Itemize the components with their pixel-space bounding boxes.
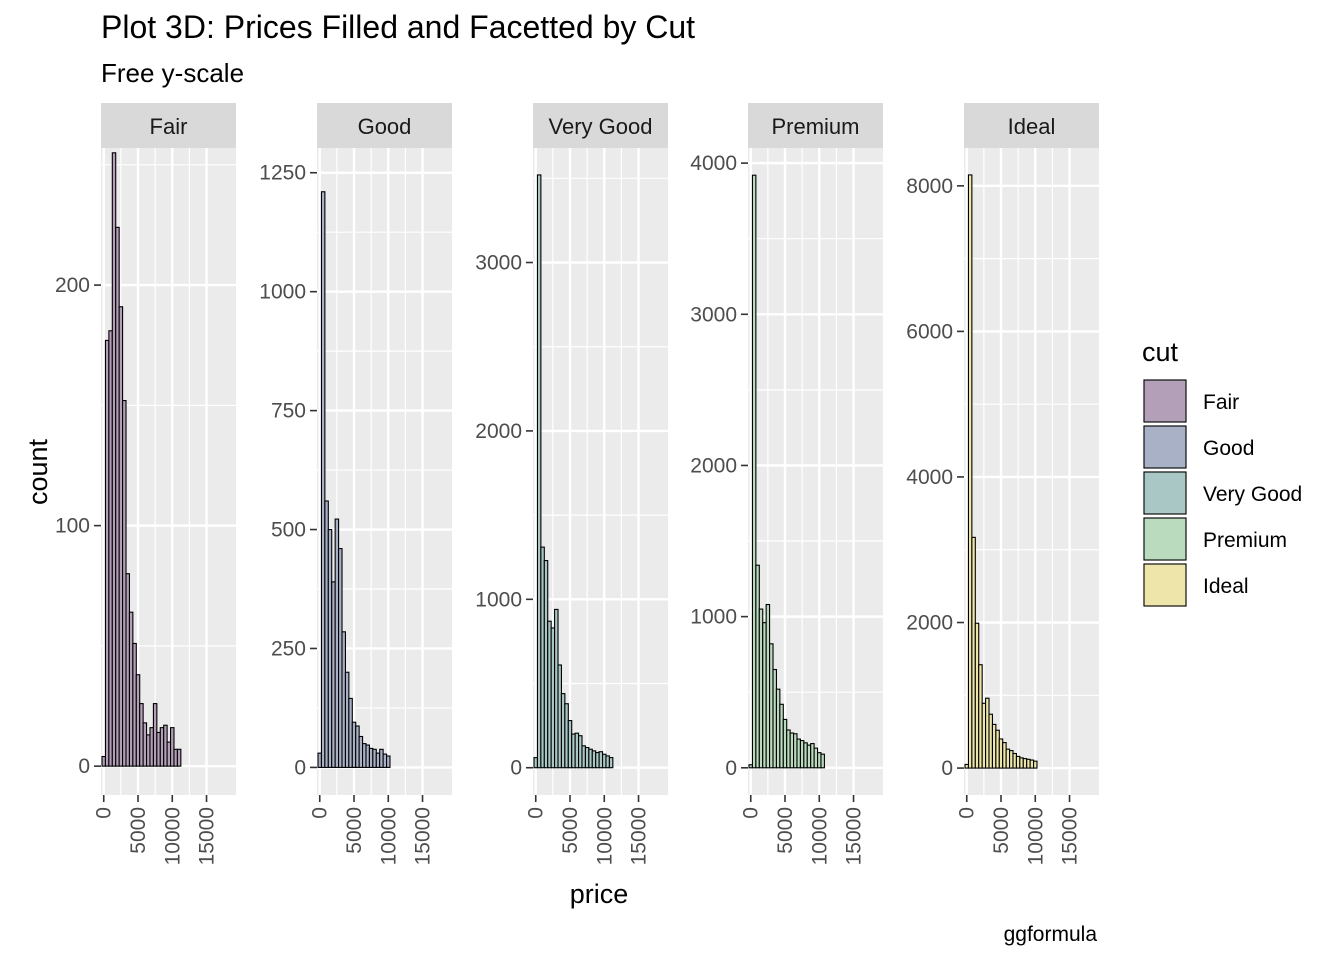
chart-caption: ggformula xyxy=(1004,923,1098,946)
facet-strip-label: Premium xyxy=(771,114,859,139)
x-tick-label: 5000 xyxy=(990,807,1013,854)
facet-strip xyxy=(964,103,1099,148)
y-tick-label: 0 xyxy=(510,757,522,780)
legend-item: Fair xyxy=(1143,379,1239,423)
histogram-bar xyxy=(1033,760,1038,769)
histogram-bar xyxy=(820,753,825,769)
x-tick-label: 0 xyxy=(956,807,979,819)
x-tick-label: 15000 xyxy=(843,807,866,865)
histogram-bar xyxy=(176,748,182,767)
legend-swatch xyxy=(1143,471,1187,515)
histogram-bar xyxy=(967,174,973,769)
y-tick-label: 1000 xyxy=(475,588,522,611)
x-tick-label: 15000 xyxy=(1059,807,1082,865)
legend-label: Good xyxy=(1203,437,1254,460)
histogram-bar xyxy=(386,755,391,768)
y-tick-label: 750 xyxy=(271,400,306,423)
y-tick-label: 500 xyxy=(271,519,306,542)
histogram-bar xyxy=(751,174,757,769)
x-tick-label: 10000 xyxy=(1024,807,1047,865)
y-tick-label: 3000 xyxy=(690,303,737,326)
y-tick-label: 250 xyxy=(271,637,306,660)
x-tick-label: 10000 xyxy=(377,807,400,865)
x-tick-label: 5000 xyxy=(127,807,150,854)
y-tick-label: 0 xyxy=(725,757,737,780)
y-tick-label: 0 xyxy=(78,755,90,778)
y-tick-label: 0 xyxy=(941,757,953,780)
y-tick-label: 1000 xyxy=(690,606,737,629)
histogram-bars xyxy=(964,174,1038,769)
panel-background xyxy=(964,148,1099,795)
chart-title: Plot 3D: Prices Filled and Facetted by C… xyxy=(101,9,695,45)
x-tick-label: 5000 xyxy=(343,807,366,854)
y-tick-label: 200 xyxy=(55,274,90,297)
x-tick-label: 0 xyxy=(525,807,548,819)
legend-label: Very Good xyxy=(1203,483,1302,506)
legend-label: Ideal xyxy=(1203,575,1249,598)
x-tick-label: 15000 xyxy=(196,807,219,865)
legend-item: Very Good xyxy=(1143,471,1302,515)
histogram-bars xyxy=(101,152,182,767)
facet-strip-label: Good xyxy=(358,114,412,139)
facet-premium: Premium 0 1000 2000 3000 4000 0 5000 10000 15000 xyxy=(690,103,883,865)
legend-swatch xyxy=(1143,517,1187,561)
legend-item: Premium xyxy=(1143,517,1287,561)
histogram-bar xyxy=(320,191,326,768)
facet-strip xyxy=(317,103,452,148)
facet-good: Good 0 250 500 750 1000 1250 0 5000 10000 15000 xyxy=(259,103,452,865)
facet-strip-label: Very Good xyxy=(549,114,653,139)
y-tick-label: 3000 xyxy=(475,252,522,275)
x-tick-label: 15000 xyxy=(412,807,435,865)
histogram-bar xyxy=(170,727,175,767)
legend-label: Premium xyxy=(1203,529,1287,552)
x-tick-label: 10000 xyxy=(593,807,616,865)
x-tick-label: 10000 xyxy=(161,807,184,865)
y-axis-title: count xyxy=(23,438,53,505)
x-tick-label: 10000 xyxy=(808,807,831,865)
y-tick-label: 2000 xyxy=(475,420,522,443)
x-tick-label: 5000 xyxy=(774,807,797,854)
histogram-bars xyxy=(533,174,614,769)
legend-title: cut xyxy=(1142,337,1179,367)
y-tick-label: 100 xyxy=(55,515,90,538)
legend-item: Ideal xyxy=(1143,563,1249,607)
x-axis-title: price xyxy=(570,879,629,909)
facet-strip xyxy=(748,103,883,148)
histogram-bar xyxy=(536,174,542,769)
y-tick-label: 2000 xyxy=(690,454,737,477)
facet-strip-label: Fair xyxy=(150,114,188,139)
y-tick-label: 0 xyxy=(294,756,306,779)
legend-item: Good xyxy=(1143,425,1254,469)
legend-swatch xyxy=(1143,425,1187,469)
x-tick-label: 5000 xyxy=(559,807,582,854)
histogram-bars xyxy=(317,191,391,768)
facet-fair: Fair 0 100 200 0 5000 10000 15000 xyxy=(55,103,236,865)
y-tick-label: 8000 xyxy=(906,175,953,198)
x-tick-label: 0 xyxy=(740,807,763,819)
legend: cut Fair Good Very Good Premium Ideal xyxy=(1142,337,1302,607)
legend-label: Fair xyxy=(1203,391,1239,414)
facet-strip xyxy=(533,103,668,148)
x-tick-label: 15000 xyxy=(628,807,651,865)
facet-very-good: Very Good 0 1000 2000 3000 0 5000 10000 15000 xyxy=(475,103,668,865)
y-tick-label: 2000 xyxy=(906,612,953,635)
histogram-bar xyxy=(608,757,614,769)
y-tick-label: 1000 xyxy=(259,281,306,304)
facet-strip xyxy=(101,103,236,148)
x-tick-label: 0 xyxy=(93,807,116,819)
facet-strip-label: Ideal xyxy=(1008,114,1056,139)
chart-subtitle: Free y-scale xyxy=(101,58,244,88)
histogram-bars xyxy=(748,174,825,769)
y-tick-label: 4000 xyxy=(690,152,737,175)
legend-swatch xyxy=(1143,563,1187,607)
y-tick-label: 4000 xyxy=(906,466,953,489)
facet-ideal: Ideal 0 2000 4000 6000 8000 0 5000 10000 15000 xyxy=(906,103,1099,865)
legend-swatch xyxy=(1143,379,1187,423)
x-tick-label: 0 xyxy=(309,807,332,819)
y-tick-label: 6000 xyxy=(906,320,953,343)
y-tick-label: 1250 xyxy=(259,162,306,185)
